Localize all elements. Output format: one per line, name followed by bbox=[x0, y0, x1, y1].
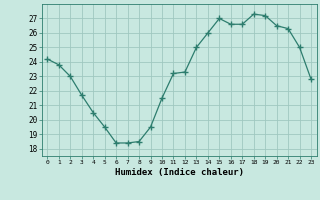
X-axis label: Humidex (Indice chaleur): Humidex (Indice chaleur) bbox=[115, 168, 244, 177]
